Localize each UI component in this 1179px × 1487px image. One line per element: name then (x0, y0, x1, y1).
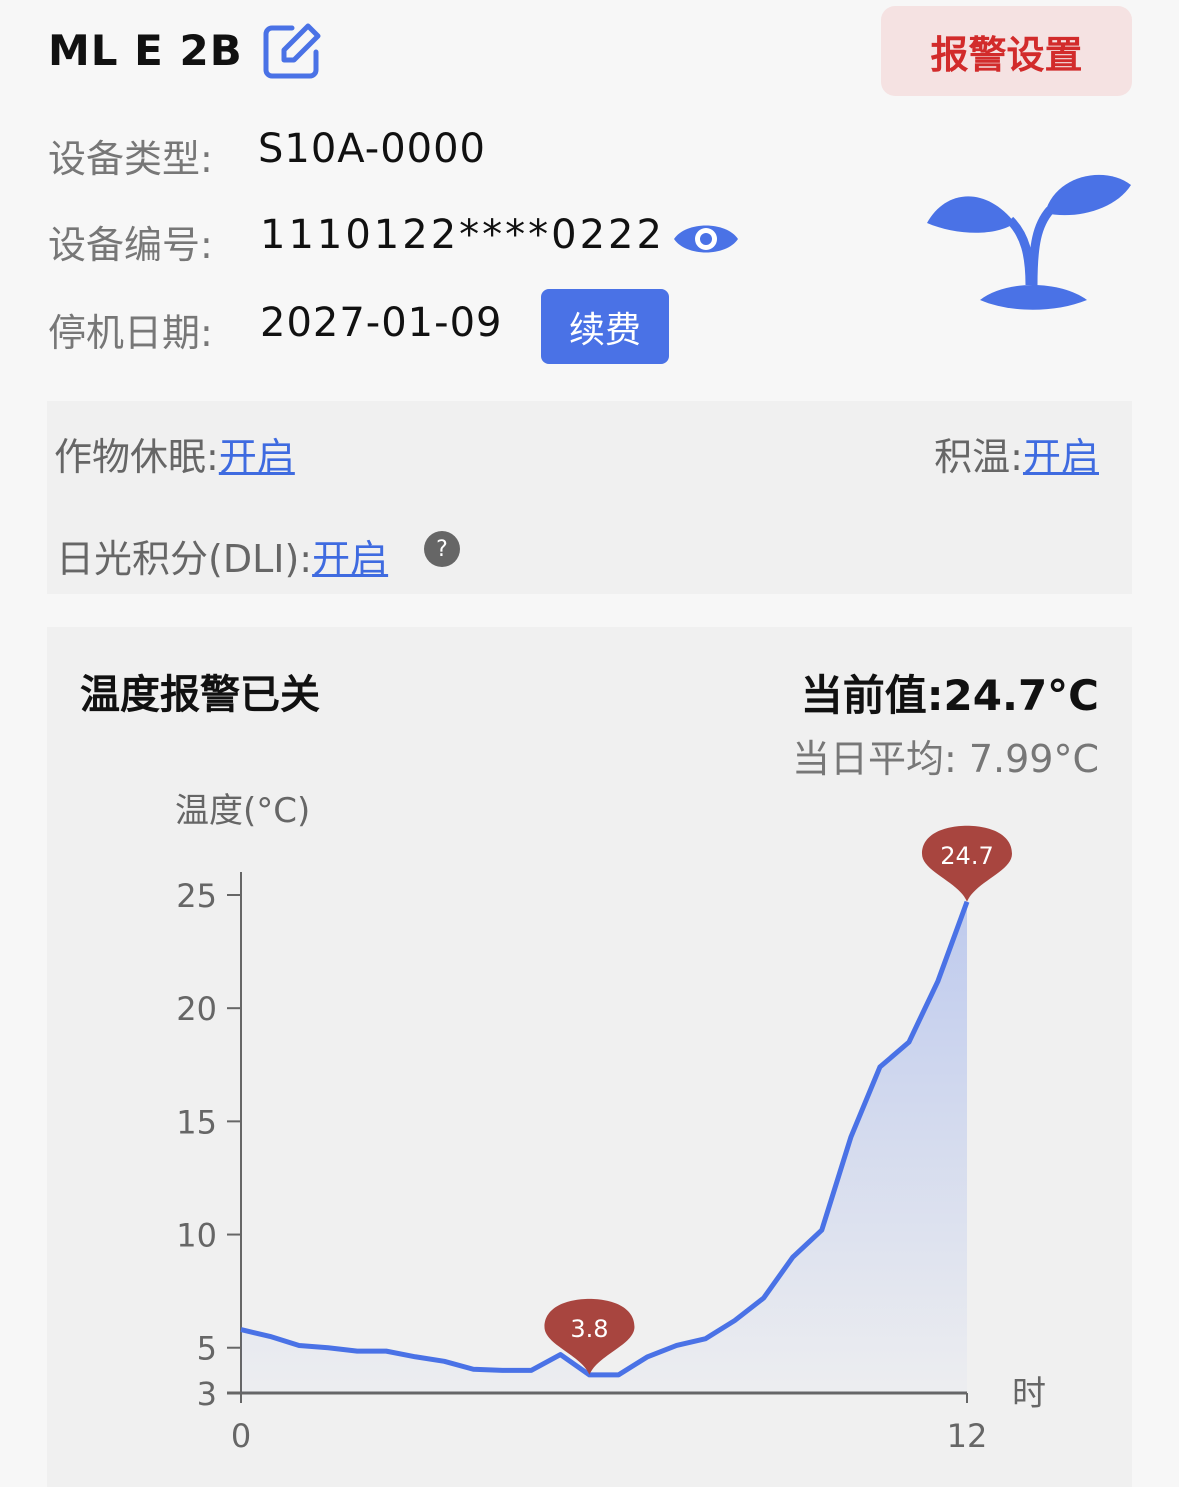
device-title: ML E 2B (48, 26, 243, 75)
accum-label: 积温: (934, 435, 1023, 479)
current-value: 当前值:24.7°C (800, 671, 1099, 720)
y-tick-label: 3 (197, 1375, 217, 1413)
x-tick-label: 0 (231, 1417, 251, 1455)
y-tick-label: 10 (176, 1217, 217, 1255)
y-tick-label: 20 (176, 990, 217, 1028)
marker-pin: 3.8 (544, 1298, 635, 1375)
device-id-value: 1110122****0222 (260, 212, 665, 258)
accum-temp-setting: 积温:开启 (934, 426, 1099, 481)
dli-label: 日光积分(DLI): (56, 537, 313, 581)
x-tick-label: 12 (947, 1417, 988, 1455)
eye-icon[interactable] (672, 215, 740, 267)
y-tick-label: 5 (197, 1330, 217, 1368)
edit-icon[interactable] (262, 22, 324, 80)
daily-average: 当日平均: 7.99°C (791, 737, 1099, 781)
x-axis-label: 时 (1012, 1374, 1046, 1414)
temperature-title: 温度报警已关 (80, 672, 320, 718)
device-type-label: 设备类型: (48, 137, 213, 181)
stop-date-value: 2027-01-09 (260, 300, 503, 346)
marker-label: 24.7 (940, 842, 993, 870)
accum-link[interactable]: 开启 (1022, 435, 1099, 479)
renew-button[interactable]: 续费 (541, 289, 669, 364)
dormancy-setting: 作物休眠:开启 (54, 426, 295, 481)
feature-panel (47, 401, 1132, 594)
help-icon[interactable]: ? (424, 531, 460, 567)
alarm-settings-button[interactable]: 报警设置 (881, 6, 1132, 96)
marker-pin: 24.7 (922, 825, 1012, 902)
marker-label: 3.8 (570, 1315, 608, 1343)
y-tick-label: 25 (176, 877, 217, 915)
device-id-label: 设备编号: (48, 223, 213, 267)
device-type-value: S10A-0000 (258, 126, 487, 172)
marker-pin-shape (544, 1298, 635, 1375)
marker-pin-shape (922, 825, 1012, 902)
dli-link[interactable]: 开启 (312, 537, 389, 581)
temperature-line (240, 900, 970, 1378)
sprout-icon (925, 165, 1135, 319)
stop-date-label: 停机日期: (48, 311, 213, 355)
y-axis-label: 温度(°C) (175, 791, 310, 831)
y-tick-label: 15 (176, 1103, 217, 1141)
dormancy-label: 作物休眠: (54, 435, 219, 479)
dormancy-link[interactable]: 开启 (218, 435, 295, 479)
dli-setting: 日光积分(DLI):开启 (56, 528, 388, 583)
